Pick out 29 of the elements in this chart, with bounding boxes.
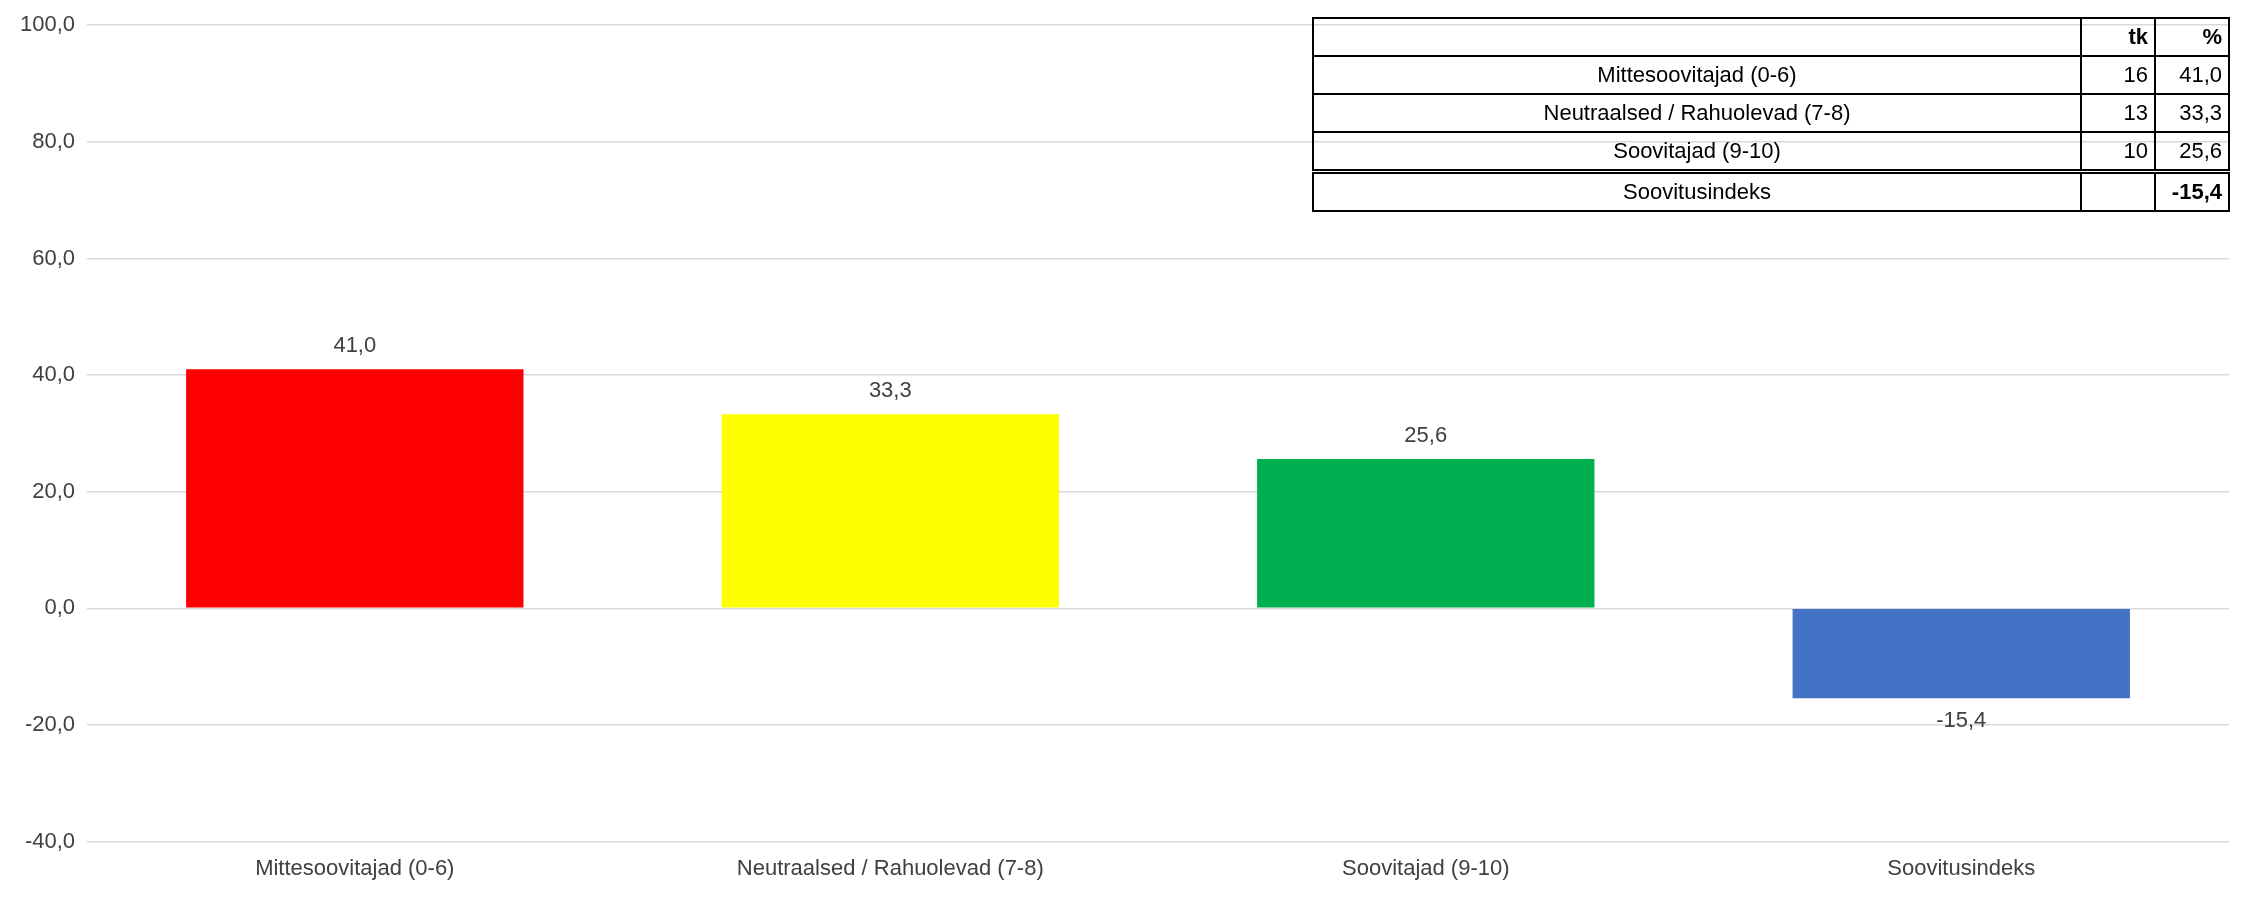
category-label: Soovitajad (9-10) xyxy=(1613,138,1781,163)
y-tick-label: 0,0 xyxy=(44,594,76,620)
x-tick-label: Neutraalsed / Rahuolevad (7-8) xyxy=(736,854,1044,880)
annotation: tk xyxy=(2081,18,2155,56)
category-label: Neutraalsed / Rahuolevad (7-8) xyxy=(1543,100,1851,125)
data-label: 33,3 xyxy=(868,377,912,403)
annotation: 13 xyxy=(2081,94,2155,132)
x-tick-label: Soovitajad (9-10) xyxy=(1342,854,1510,880)
data-label: 25,6 xyxy=(1404,422,1448,448)
data-label: -15,4 xyxy=(1936,707,1987,733)
text: 41,0 xyxy=(2179,62,2222,87)
category-label: Mittesoovitajad (0-6) xyxy=(1597,62,1797,87)
x-tick-label: Soovitusindeks xyxy=(1887,854,2036,880)
y-tick-label: 80,0 xyxy=(32,127,76,153)
annotation: % xyxy=(2155,18,2229,56)
annotation: 16 xyxy=(2081,56,2155,94)
text: 33,3 xyxy=(2179,100,2222,125)
y-tick-label: 60,0 xyxy=(32,244,76,270)
y-tick-label: 20,0 xyxy=(32,477,76,503)
text: 25,6 xyxy=(2179,138,2222,163)
category-label: Soovitusindeks xyxy=(1623,179,1771,204)
y-tick-label: -20,0 xyxy=(24,711,76,737)
data-label: 41,0 xyxy=(333,332,377,358)
y-tick-label: 40,0 xyxy=(32,361,76,387)
annotation: 10 xyxy=(2081,132,2155,172)
y-tick-label: 100,0 xyxy=(19,11,76,37)
x-tick-label: Mittesoovitajad (0-6) xyxy=(255,854,455,880)
text: -15,4 xyxy=(2171,179,2222,204)
y-tick-label: -40,0 xyxy=(24,827,76,853)
